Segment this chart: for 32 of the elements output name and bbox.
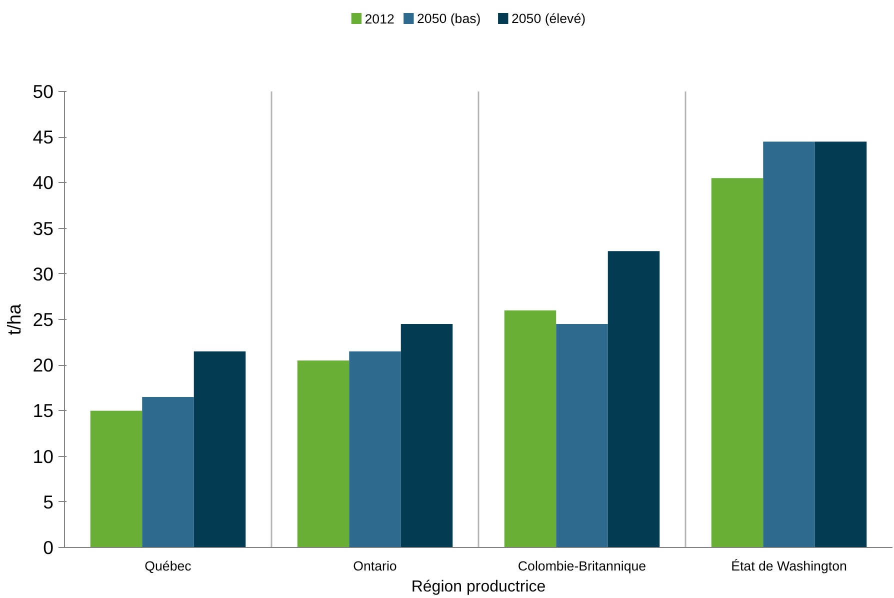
y-tick-label: 35 [32, 218, 54, 239]
bar [608, 251, 660, 548]
bar [556, 324, 608, 548]
y-tick-label: 45 [32, 126, 54, 148]
bar [142, 397, 194, 548]
bar [297, 360, 350, 548]
legend-label: 2050 (bas) [417, 11, 481, 26]
bar [90, 410, 142, 548]
y-tick-label: 5 [43, 491, 54, 512]
x-tick-label: Ontario [353, 558, 397, 574]
y-tick-label: 40 [32, 172, 54, 194]
y-tick-label: 15 [32, 400, 54, 422]
bar [504, 310, 556, 548]
bar [763, 142, 815, 548]
bar [400, 324, 453, 548]
y-tick-label: 50 [32, 81, 54, 102]
x-tick-label: Colombie-Britannique [518, 558, 646, 574]
legend-label: 2050 (élevé) [511, 11, 586, 26]
y-tick-label: 25 [32, 309, 54, 330]
y-tick-label: 0 [43, 537, 54, 558]
y-tick-label: 30 [32, 263, 54, 284]
bar [194, 351, 246, 548]
y-tick-label: 10 [32, 446, 54, 467]
x-tick-label: État de Washington [731, 558, 847, 574]
legend-label: 2012 [364, 12, 394, 26]
x-tick-label: Québec [144, 558, 192, 574]
x-axis-title: Région productrice [411, 578, 546, 596]
y-axis-title: t/ha [4, 303, 25, 336]
bar [814, 142, 867, 548]
y-tick-label: 20 [32, 354, 54, 376]
bar [711, 178, 764, 548]
bar [349, 351, 401, 548]
